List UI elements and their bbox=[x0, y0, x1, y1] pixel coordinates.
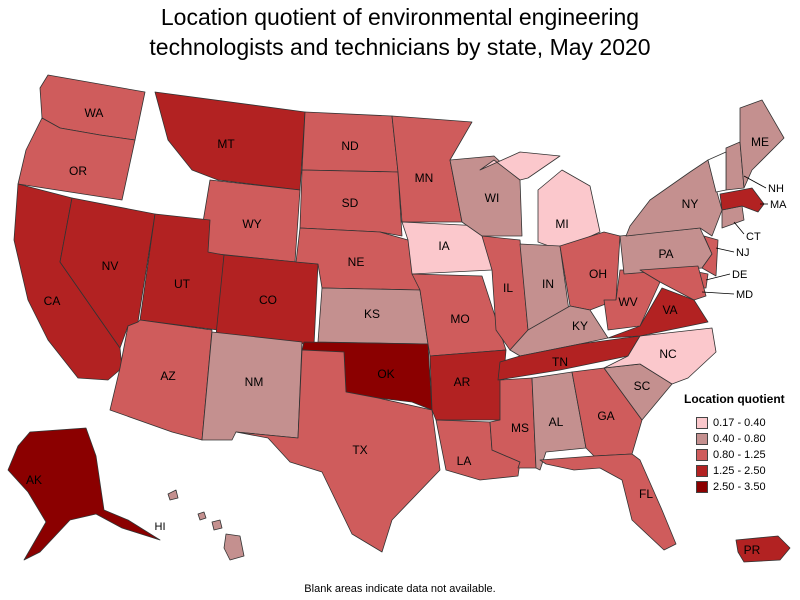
label-ny: NY bbox=[682, 197, 699, 211]
label-mi: MI bbox=[555, 217, 568, 231]
label-ga: GA bbox=[597, 409, 614, 423]
label-ak: AK bbox=[26, 473, 42, 487]
state-OR bbox=[17, 117, 136, 201]
title-line-2: technologists and technicians by state, … bbox=[149, 34, 651, 60]
legend-item: 0.17 - 0.40 bbox=[684, 415, 796, 430]
label-oh: OH bbox=[589, 267, 607, 281]
legend-label: 0.17 - 0.40 bbox=[713, 416, 766, 429]
label-pr: PR bbox=[744, 543, 761, 557]
footnote: Blank areas indicate data not available. bbox=[304, 583, 496, 595]
label-nh: NH bbox=[768, 183, 784, 195]
label-in: IN bbox=[542, 277, 554, 291]
label-la: LA bbox=[457, 454, 472, 468]
state-NC bbox=[603, 327, 717, 385]
label-me: ME bbox=[751, 135, 769, 149]
label-ks: KS bbox=[364, 307, 380, 321]
legend-swatch bbox=[696, 416, 708, 429]
label-or: OR bbox=[69, 164, 87, 178]
legend-item: 1.25 - 2.50 bbox=[684, 463, 796, 478]
label-md: MD bbox=[736, 289, 753, 301]
label-fl: FL bbox=[639, 487, 653, 501]
legend-swatch bbox=[696, 480, 708, 493]
state-VT bbox=[707, 151, 727, 193]
state-PR bbox=[735, 535, 791, 563]
state-ME bbox=[739, 99, 785, 189]
state-AK bbox=[7, 427, 161, 561]
legend-item: 0.40 - 0.80 bbox=[684, 431, 796, 446]
label-pa: PA bbox=[658, 247, 673, 261]
state-NJ bbox=[701, 235, 719, 277]
label-nj: NJ bbox=[736, 247, 749, 259]
label-az: AZ bbox=[160, 369, 175, 383]
legend-title: Location quotient bbox=[684, 392, 785, 406]
label-ne: NE bbox=[348, 255, 365, 269]
label-ms: MS bbox=[511, 421, 529, 435]
legend-item: 0.80 - 1.25 bbox=[684, 447, 796, 462]
legend-label: 2.50 - 3.50 bbox=[713, 480, 766, 493]
state-WI bbox=[449, 155, 523, 237]
label-hi: HI bbox=[155, 521, 166, 533]
label-sc: SC bbox=[634, 379, 651, 393]
label-ut: UT bbox=[174, 277, 191, 291]
state-MA bbox=[719, 187, 765, 213]
legend-swatch bbox=[696, 464, 708, 477]
label-tx: TX bbox=[352, 443, 367, 457]
label-nv: NV bbox=[102, 259, 119, 273]
label-ct: CT bbox=[746, 231, 761, 243]
map-title: Location quotient of environmental engin… bbox=[0, 2, 800, 62]
label-ma: MA bbox=[770, 199, 787, 211]
label-wv: WV bbox=[618, 295, 637, 309]
label-wa: WA bbox=[85, 106, 104, 120]
label-mo: MO bbox=[450, 312, 469, 326]
legend-label: 0.40 - 0.80 bbox=[713, 432, 766, 445]
label-ky: KY bbox=[572, 319, 588, 333]
label-co: CO bbox=[259, 293, 277, 307]
label-il: IL bbox=[503, 281, 513, 295]
label-ia: IA bbox=[438, 239, 449, 253]
legend-label: 0.80 - 1.25 bbox=[713, 448, 766, 461]
label-nd: ND bbox=[341, 139, 359, 153]
title-line-1: Location quotient of environmental engin… bbox=[160, 4, 640, 30]
legend-item: 2.50 - 3.50 bbox=[684, 479, 796, 494]
label-tn: TN bbox=[552, 355, 568, 369]
label-nc: NC bbox=[659, 347, 677, 361]
label-de: DE bbox=[732, 269, 747, 281]
label-va: VA bbox=[662, 303, 677, 317]
label-nm: NM bbox=[245, 375, 264, 389]
legend-label: 1.25 - 2.50 bbox=[713, 464, 766, 477]
label-al: AL bbox=[549, 415, 564, 429]
label-ar: AR bbox=[454, 375, 471, 389]
label-ca: CA bbox=[44, 294, 61, 308]
state-HI bbox=[167, 489, 245, 561]
state-FL bbox=[539, 453, 677, 551]
label-wy: WY bbox=[242, 217, 261, 231]
legend-swatch bbox=[696, 432, 708, 445]
legend: Location quotient 0.17 - 0.40 0.40 - 0.8… bbox=[684, 392, 796, 495]
label-ok: OK bbox=[377, 367, 394, 381]
state-MI bbox=[479, 151, 601, 251]
state-NY bbox=[625, 159, 723, 237]
legend-swatch bbox=[696, 448, 708, 461]
label-wi: WI bbox=[485, 191, 500, 205]
state-MD bbox=[639, 265, 707, 301]
state-SD bbox=[299, 169, 403, 237]
state-TX bbox=[235, 349, 441, 553]
label-mt: MT bbox=[217, 137, 235, 151]
state-AR bbox=[429, 349, 507, 421]
label-mn: MN bbox=[415, 171, 434, 185]
label-sd: SD bbox=[342, 196, 359, 210]
